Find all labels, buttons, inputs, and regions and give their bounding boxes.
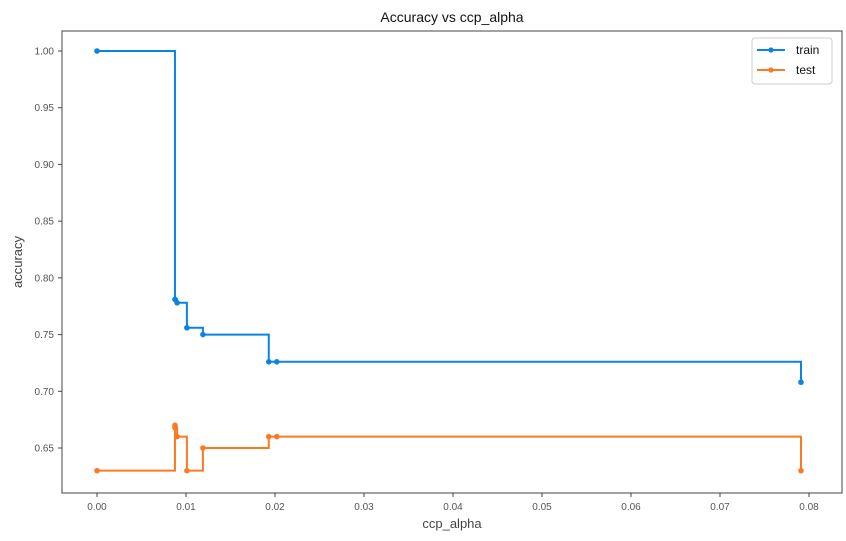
x-tick-label: 0.03 <box>354 502 374 513</box>
data-point-train <box>273 358 280 365</box>
y-tick-label: 0.85 <box>35 217 55 228</box>
y-axis: 0.65 0.70 0.75 0.80 0.85 0.90 0.95 1.00 <box>35 47 62 455</box>
data-point-test <box>184 467 190 474</box>
data-point-train <box>184 324 190 331</box>
legend-marker-train <box>768 47 774 53</box>
data-point-train <box>798 379 804 386</box>
y-tick-label: 0.95 <box>35 103 55 114</box>
y-tick-label: 0.80 <box>35 273 55 284</box>
legend-box <box>751 37 833 85</box>
plot-area <box>61 30 843 494</box>
x-axis: 0.00 0.01 0.02 0.03 0.04 0.05 0.06 0.07 0.08 <box>87 493 819 513</box>
data-point-train <box>174 300 180 306</box>
data-point-test <box>174 433 180 440</box>
y-tick-label: 0.70 <box>35 387 55 398</box>
x-tick-label: 0.01 <box>176 502 196 513</box>
series-layer <box>94 48 804 474</box>
data-point-test <box>265 433 272 440</box>
y-tick-label: 0.65 <box>35 444 55 455</box>
chart-title: Accuracy vs ccp_alpha <box>380 9 523 25</box>
legend: train test <box>751 37 833 85</box>
x-axis-label: ccp_alpha <box>422 516 482 531</box>
data-point-train <box>265 358 272 365</box>
x-tick-label: 0.08 <box>799 502 819 513</box>
data-point-train <box>94 48 100 54</box>
data-point-train <box>200 331 206 338</box>
y-tick-label: 0.90 <box>35 160 55 171</box>
x-tick-label: 0.05 <box>532 502 552 513</box>
y-tick-label: 1.00 <box>35 47 55 58</box>
legend-marker-test <box>768 67 774 73</box>
legend-label-train: train <box>796 43 819 57</box>
data-point-test <box>200 445 206 451</box>
data-point-test <box>273 433 280 440</box>
legend-item-train: train <box>757 43 819 57</box>
legend-item-test: test <box>757 63 816 77</box>
x-tick-label: 0.02 <box>265 502 285 513</box>
x-tick-label: 0.04 <box>443 502 463 513</box>
y-axis-label: accuracy <box>10 235 25 288</box>
data-point-test <box>798 467 804 474</box>
y-tick-label: 0.75 <box>35 330 55 341</box>
x-tick-label: 0.06 <box>621 502 641 513</box>
data-point-test <box>94 467 100 474</box>
data-point-test <box>172 424 178 431</box>
x-tick-label: 0.07 <box>710 502 730 513</box>
legend-label-test: test <box>796 63 816 77</box>
x-tick-label: 0.00 <box>87 502 107 513</box>
